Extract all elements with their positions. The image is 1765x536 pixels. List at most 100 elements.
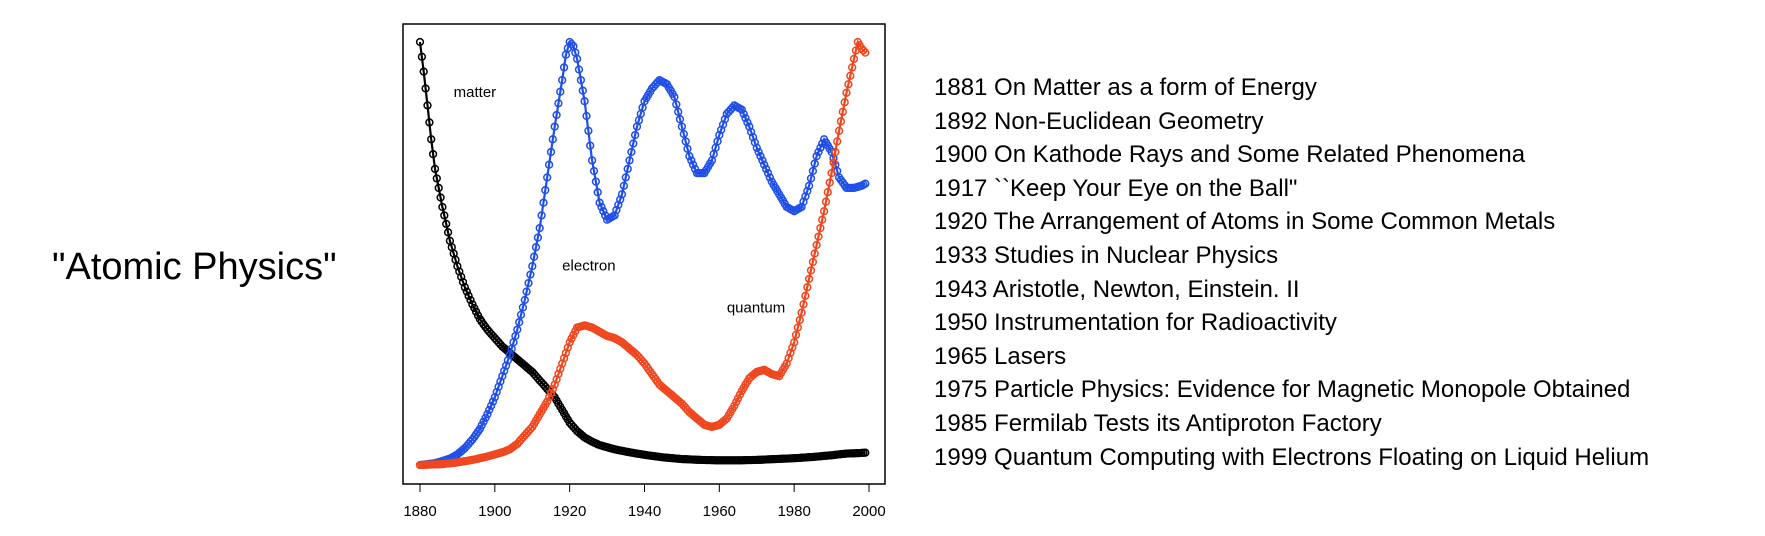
data-point xyxy=(761,164,771,174)
x-tick-label: 1960 xyxy=(703,503,736,520)
data-point xyxy=(500,366,509,376)
data-point xyxy=(838,107,847,116)
data-point xyxy=(548,384,557,394)
data-point xyxy=(503,356,513,365)
data-point xyxy=(563,343,572,352)
data-point xyxy=(846,71,855,80)
data-point xyxy=(791,330,801,340)
data-point xyxy=(687,156,696,165)
data-point xyxy=(485,405,494,415)
data-point xyxy=(848,63,857,72)
data-point xyxy=(784,354,793,363)
data-point xyxy=(674,107,683,116)
data-point xyxy=(518,303,528,312)
data-point xyxy=(442,219,451,229)
data-point xyxy=(526,270,535,279)
article-item: 1881 On Matter as a form of Energy xyxy=(934,74,1317,101)
data-point xyxy=(572,54,582,64)
data-point xyxy=(466,295,475,305)
data-point xyxy=(814,232,823,241)
data-point xyxy=(717,125,726,134)
data-point xyxy=(535,223,544,233)
data-point xyxy=(825,178,834,187)
article-item: 1999 Quantum Computing with Electrons Fl… xyxy=(934,443,1650,471)
data-point xyxy=(595,198,604,207)
data-point xyxy=(599,207,608,216)
x-tick-label: 1920 xyxy=(553,503,586,520)
data-point xyxy=(578,86,587,95)
data-point xyxy=(580,97,589,106)
data-point xyxy=(556,87,565,96)
data-point xyxy=(754,147,763,157)
data-point xyxy=(812,152,821,161)
data-point xyxy=(556,364,565,373)
data-point xyxy=(576,75,586,85)
data-point xyxy=(739,109,748,119)
data-point xyxy=(836,117,846,126)
x-tick-label: 1900 xyxy=(478,503,511,520)
data-point xyxy=(743,118,752,127)
data-point xyxy=(464,291,473,300)
data-point xyxy=(677,122,687,131)
article-item: 1933 Studies in Nuclear Physics xyxy=(934,241,1279,269)
data-point xyxy=(683,144,692,153)
data-point xyxy=(782,359,791,368)
data-point xyxy=(430,164,440,174)
data-point xyxy=(810,249,819,258)
data-point xyxy=(515,318,524,327)
data-point xyxy=(842,88,851,97)
data-point xyxy=(501,361,511,370)
data-point xyxy=(425,118,434,127)
data-point xyxy=(552,110,561,120)
data-point xyxy=(552,375,561,384)
data-point xyxy=(544,160,554,169)
article-list: 1881 On Matter as a form of Energy 1892 N… xyxy=(934,71,1649,474)
data-point xyxy=(681,137,690,146)
data-point xyxy=(803,186,812,196)
x-tick-label: 1880 xyxy=(403,503,436,520)
data-point xyxy=(685,152,694,161)
data-point xyxy=(840,98,849,107)
data-point xyxy=(788,343,797,352)
data-point xyxy=(833,137,842,146)
data-point xyxy=(436,193,445,202)
data-point xyxy=(586,141,595,150)
data-point xyxy=(625,156,634,165)
article-item: 1985 Fermilab Tests its Antiproton Facto… xyxy=(934,409,1382,437)
data-point xyxy=(458,277,468,287)
data-point xyxy=(688,160,698,169)
data-point xyxy=(617,190,627,199)
data-point xyxy=(797,308,806,317)
data-point xyxy=(492,387,501,397)
data-point xyxy=(741,113,750,123)
data-point xyxy=(610,211,619,220)
data-point xyxy=(752,143,761,152)
data-point xyxy=(844,80,853,89)
data-point xyxy=(548,135,557,144)
series-label-electron: electron xyxy=(562,257,615,274)
data-point xyxy=(627,147,636,157)
data-point xyxy=(812,240,821,250)
data-point xyxy=(457,272,466,281)
data-point xyxy=(558,75,567,85)
x-tick-label: 1940 xyxy=(628,503,661,520)
article-item: 1892 Non-Euclidean Geometry xyxy=(934,107,1264,135)
data-point xyxy=(490,393,499,402)
data-point xyxy=(816,223,825,233)
data-point xyxy=(494,382,503,391)
data-point xyxy=(760,160,769,169)
data-point xyxy=(821,197,831,206)
data-point xyxy=(675,115,685,124)
data-point xyxy=(559,63,569,72)
series-matter xyxy=(415,37,870,465)
data-point xyxy=(546,388,556,398)
article-item: 1975 Particle Physics: Evidence for Magn… xyxy=(934,376,1631,404)
series-quantum xyxy=(415,37,870,470)
data-point xyxy=(803,283,812,292)
data-point xyxy=(591,177,601,186)
data-point xyxy=(423,101,432,110)
series-label-matter: matter xyxy=(454,84,497,101)
data-point xyxy=(428,149,438,159)
data-point xyxy=(483,410,492,419)
data-point xyxy=(537,211,546,220)
